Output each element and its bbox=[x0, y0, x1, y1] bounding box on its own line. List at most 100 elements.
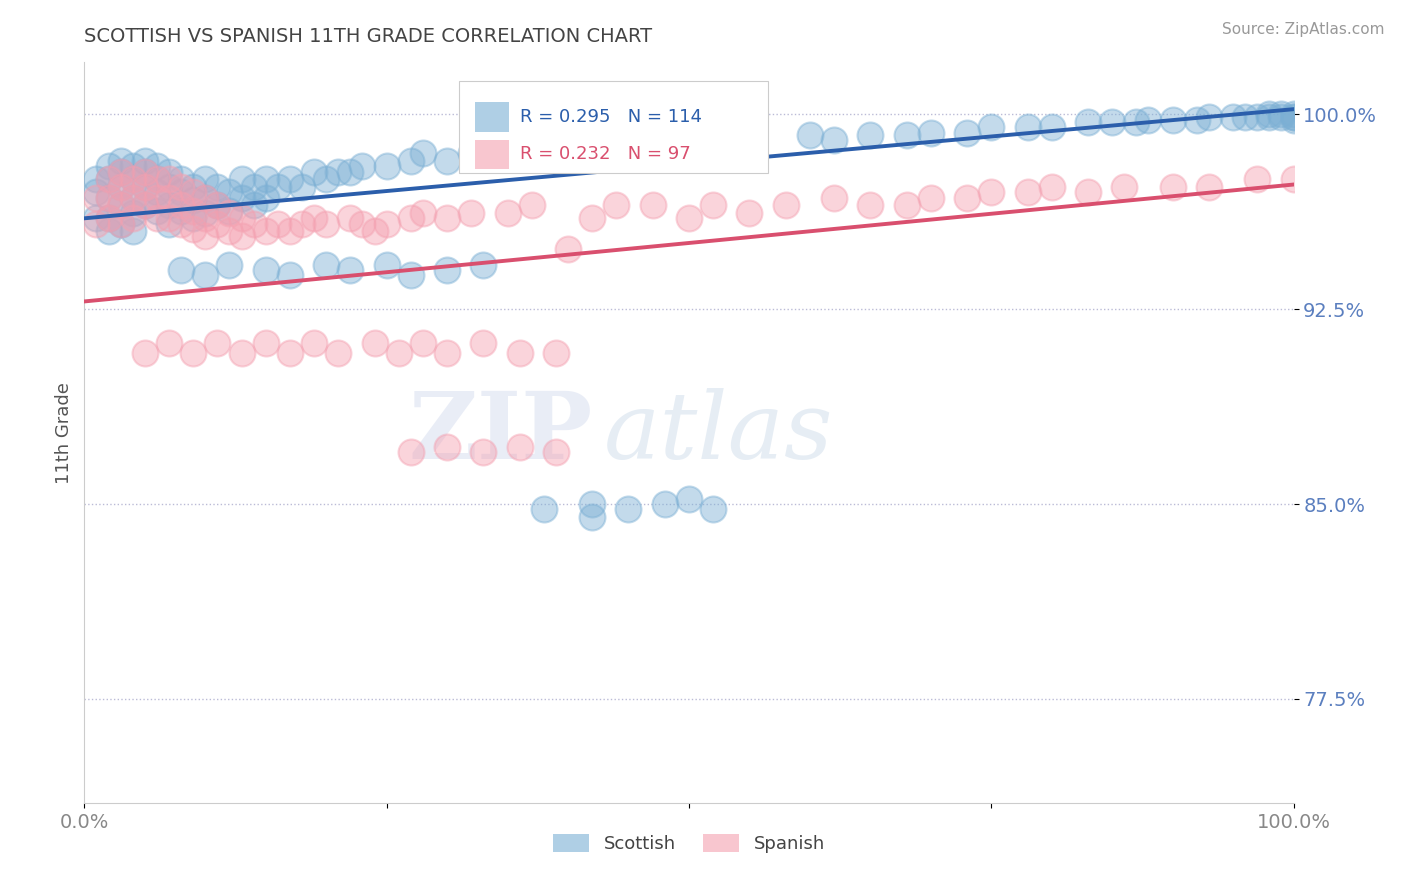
Point bbox=[86, 172, 108, 186]
Point bbox=[110, 198, 132, 212]
Point bbox=[181, 186, 204, 200]
Point bbox=[97, 172, 120, 186]
Text: R = 0.232   N = 97: R = 0.232 N = 97 bbox=[520, 145, 690, 163]
Point bbox=[1258, 107, 1281, 121]
Point bbox=[436, 154, 458, 169]
Point bbox=[267, 217, 290, 231]
Point bbox=[328, 164, 350, 178]
Point bbox=[315, 258, 337, 272]
Point bbox=[97, 224, 120, 238]
Point bbox=[339, 164, 361, 178]
Point bbox=[110, 180, 132, 194]
Point bbox=[86, 190, 108, 204]
Point bbox=[896, 128, 918, 143]
Point bbox=[399, 211, 422, 226]
FancyBboxPatch shape bbox=[475, 103, 509, 132]
Point bbox=[956, 190, 979, 204]
Point bbox=[110, 180, 132, 194]
Point bbox=[399, 154, 422, 169]
FancyBboxPatch shape bbox=[460, 81, 768, 173]
Point bbox=[1114, 180, 1136, 194]
Point bbox=[738, 133, 761, 147]
Point bbox=[352, 217, 374, 231]
Point bbox=[1222, 110, 1244, 124]
Point bbox=[1101, 115, 1123, 129]
Point bbox=[1040, 120, 1063, 135]
Point bbox=[86, 211, 108, 226]
Point bbox=[533, 502, 555, 516]
Point bbox=[520, 198, 543, 212]
Point bbox=[363, 224, 385, 238]
Point bbox=[605, 198, 627, 212]
Point bbox=[194, 190, 217, 204]
Point bbox=[110, 164, 132, 178]
Point bbox=[254, 224, 277, 238]
Point bbox=[146, 159, 169, 173]
Point bbox=[1270, 107, 1292, 121]
Point bbox=[207, 198, 229, 212]
FancyBboxPatch shape bbox=[475, 140, 509, 169]
Point bbox=[617, 502, 640, 516]
Point bbox=[134, 198, 156, 212]
Point bbox=[110, 217, 132, 231]
Point bbox=[1246, 110, 1268, 124]
Point bbox=[194, 190, 217, 204]
Point bbox=[121, 224, 143, 238]
Point bbox=[1282, 172, 1305, 186]
Point bbox=[146, 190, 169, 204]
Point bbox=[399, 268, 422, 283]
Point bbox=[86, 186, 108, 200]
Point bbox=[980, 120, 1002, 135]
Point bbox=[617, 138, 640, 153]
Y-axis label: 11th Grade: 11th Grade bbox=[55, 382, 73, 483]
Point bbox=[823, 190, 845, 204]
Point bbox=[121, 190, 143, 204]
Point bbox=[134, 164, 156, 178]
Point bbox=[157, 172, 180, 186]
Point bbox=[412, 146, 434, 161]
Point bbox=[170, 172, 193, 186]
Point bbox=[509, 346, 531, 360]
Point bbox=[1185, 112, 1208, 127]
Point bbox=[1282, 107, 1305, 121]
Point bbox=[218, 258, 240, 272]
Point bbox=[194, 211, 217, 226]
Point bbox=[121, 206, 143, 220]
Point bbox=[194, 172, 217, 186]
Point bbox=[157, 211, 180, 226]
Point bbox=[181, 193, 204, 207]
Point bbox=[678, 491, 700, 506]
Point bbox=[278, 268, 301, 283]
Point bbox=[1077, 186, 1099, 200]
Point bbox=[181, 203, 204, 218]
Point bbox=[315, 217, 337, 231]
Point bbox=[823, 133, 845, 147]
Point bbox=[231, 190, 253, 204]
Point bbox=[557, 243, 579, 257]
Point bbox=[86, 217, 108, 231]
Point bbox=[678, 138, 700, 153]
Point bbox=[678, 211, 700, 226]
Point bbox=[157, 217, 180, 231]
Point bbox=[544, 346, 567, 360]
Point bbox=[641, 198, 664, 212]
Point bbox=[218, 186, 240, 200]
Point bbox=[1198, 180, 1220, 194]
Point bbox=[170, 263, 193, 277]
Point bbox=[97, 172, 120, 186]
Point bbox=[799, 128, 821, 143]
Point bbox=[121, 211, 143, 226]
Point bbox=[121, 159, 143, 173]
Point bbox=[738, 206, 761, 220]
Point bbox=[134, 180, 156, 194]
Point bbox=[218, 224, 240, 238]
Point bbox=[1040, 180, 1063, 194]
Point bbox=[339, 263, 361, 277]
Point bbox=[231, 229, 253, 244]
Text: SCOTTISH VS SPANISH 11TH GRADE CORRELATION CHART: SCOTTISH VS SPANISH 11TH GRADE CORRELATI… bbox=[84, 27, 652, 45]
Point bbox=[134, 164, 156, 178]
Point bbox=[121, 190, 143, 204]
Point bbox=[194, 206, 217, 220]
Point bbox=[157, 336, 180, 351]
Point bbox=[315, 172, 337, 186]
